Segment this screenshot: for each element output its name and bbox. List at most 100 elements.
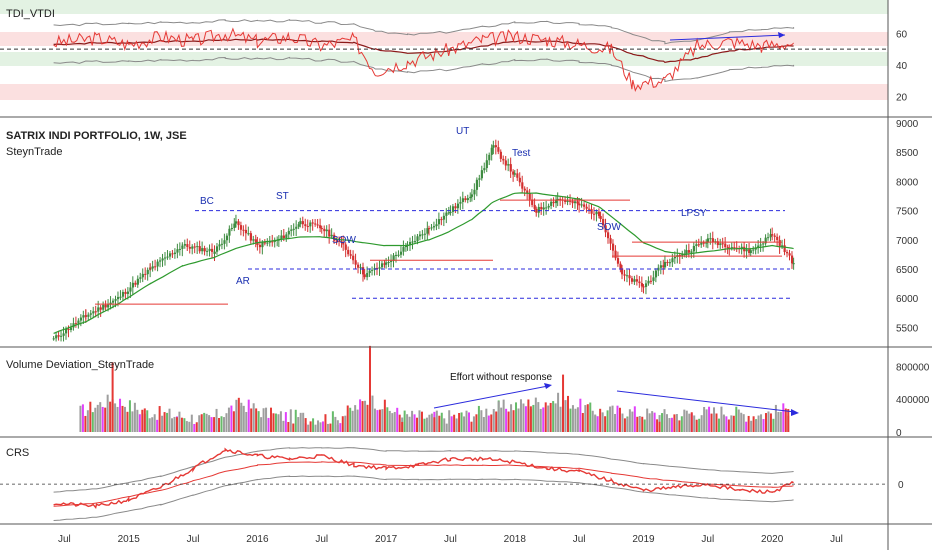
volume-note: Effort without response — [450, 372, 553, 383]
time-tick-label: 2017 — [375, 534, 398, 545]
price-candle — [628, 268, 631, 286]
price-candle — [223, 233, 226, 250]
volume-ytick: 0 — [896, 428, 902, 439]
volume-bar — [534, 397, 537, 432]
volume-bar — [782, 403, 785, 432]
price-candle — [792, 257, 795, 270]
price-candle — [256, 236, 259, 251]
volume-bar — [81, 404, 84, 432]
volume-bar — [116, 406, 119, 432]
price-candle — [421, 229, 424, 240]
price-candle — [616, 251, 620, 267]
price-candle — [55, 331, 58, 342]
volume-bar — [250, 408, 253, 432]
price-candle — [764, 234, 767, 246]
volume-bar — [240, 402, 243, 432]
price-candle — [193, 243, 196, 254]
volume-bar — [742, 414, 745, 432]
volume-bar — [683, 409, 686, 432]
price-candle — [607, 229, 610, 244]
volume-bar — [646, 408, 649, 432]
price-candle — [211, 243, 214, 259]
price-candle — [759, 237, 762, 252]
annotation-ut: UT — [456, 126, 469, 137]
price-candle — [788, 249, 791, 261]
crs-plot — [0, 447, 888, 521]
volume-bar — [500, 407, 503, 432]
price-candle — [432, 221, 436, 231]
price-candle — [702, 240, 705, 247]
volume-bar — [542, 407, 545, 432]
volume-bar — [507, 411, 510, 432]
crs-pane[interactable]: CRS — [0, 447, 888, 521]
price-candle — [555, 195, 558, 208]
volume-bar — [438, 415, 441, 432]
time-axis[interactable]: Jul 2015 Jul 2016 Jul 2017 Jul 2018 Jul 2019 Jul 20… — [58, 534, 843, 545]
price-candle — [490, 144, 493, 161]
time-tick-label: Jul — [315, 534, 328, 545]
price-candle — [685, 244, 688, 258]
volume-bar — [378, 409, 381, 432]
volume-bar — [512, 410, 515, 432]
tdi-green-zone-top — [0, 0, 888, 14]
price-candle — [709, 232, 712, 245]
volume-bar — [675, 414, 678, 432]
volume-bar — [252, 403, 255, 432]
price-candle — [297, 221, 300, 230]
volume-bar — [232, 411, 235, 432]
price-candle — [239, 221, 243, 236]
price-candle — [378, 260, 381, 276]
volume-bar — [257, 411, 260, 432]
volume-bar — [141, 409, 144, 432]
price-candle — [166, 250, 169, 260]
price-candle — [206, 247, 209, 257]
price-candle — [320, 225, 323, 234]
volume-bar — [156, 419, 159, 432]
volume-bar — [747, 415, 750, 432]
volume-bar — [477, 405, 480, 432]
price-candle — [311, 219, 314, 231]
volume-bar — [371, 395, 374, 432]
right-price-axis[interactable]: 60 40 20 9000 8500 8000 7500 7000 6500 6000 5500 80… — [896, 29, 930, 491]
price-candle — [290, 225, 293, 237]
time-tick-label: 2020 — [761, 534, 784, 545]
tdi-ytick: 60 — [896, 29, 908, 40]
price-candle — [163, 252, 167, 266]
price-candle — [483, 162, 486, 174]
price-candle — [640, 276, 644, 293]
price-candle — [181, 242, 184, 249]
volume-bar — [356, 409, 359, 432]
volume-bar — [183, 418, 186, 432]
tdi-pane[interactable]: TDI_VTDI — [0, 0, 888, 100]
volume-pane[interactable]: Volume Deviation_SteynTrade Effort witho… — [6, 345, 799, 432]
volume-bar — [119, 398, 122, 432]
price-candle — [502, 155, 505, 165]
price-candle — [149, 263, 152, 271]
volume-bar — [760, 414, 763, 432]
volume-bar — [529, 406, 532, 432]
volume-bar — [727, 419, 730, 432]
volume-bar — [717, 418, 720, 432]
price-candle — [726, 244, 729, 255]
volume-bar — [175, 417, 178, 432]
price-candle — [237, 218, 240, 230]
volume-bar — [443, 418, 446, 432]
volume-bar — [297, 417, 300, 432]
price-candle — [475, 177, 479, 197]
price-candle — [363, 268, 366, 280]
price-pane[interactable]: SATRIX INDI PORTFOLIO, 1W, JSE SteynTrad… — [6, 126, 795, 342]
volume-bar — [611, 405, 614, 432]
tdi-ytick: 20 — [896, 92, 908, 103]
price-candle — [528, 188, 531, 207]
volume-bar — [579, 398, 582, 432]
volume-bar — [213, 417, 216, 432]
volume-bar — [638, 415, 641, 432]
volume-bar — [272, 413, 275, 432]
price-candle — [295, 220, 298, 237]
volume-bar — [104, 407, 107, 432]
volume-bar — [391, 413, 394, 432]
volume-bar — [158, 406, 161, 432]
volume-bar — [354, 405, 357, 432]
price-candle — [139, 272, 142, 283]
